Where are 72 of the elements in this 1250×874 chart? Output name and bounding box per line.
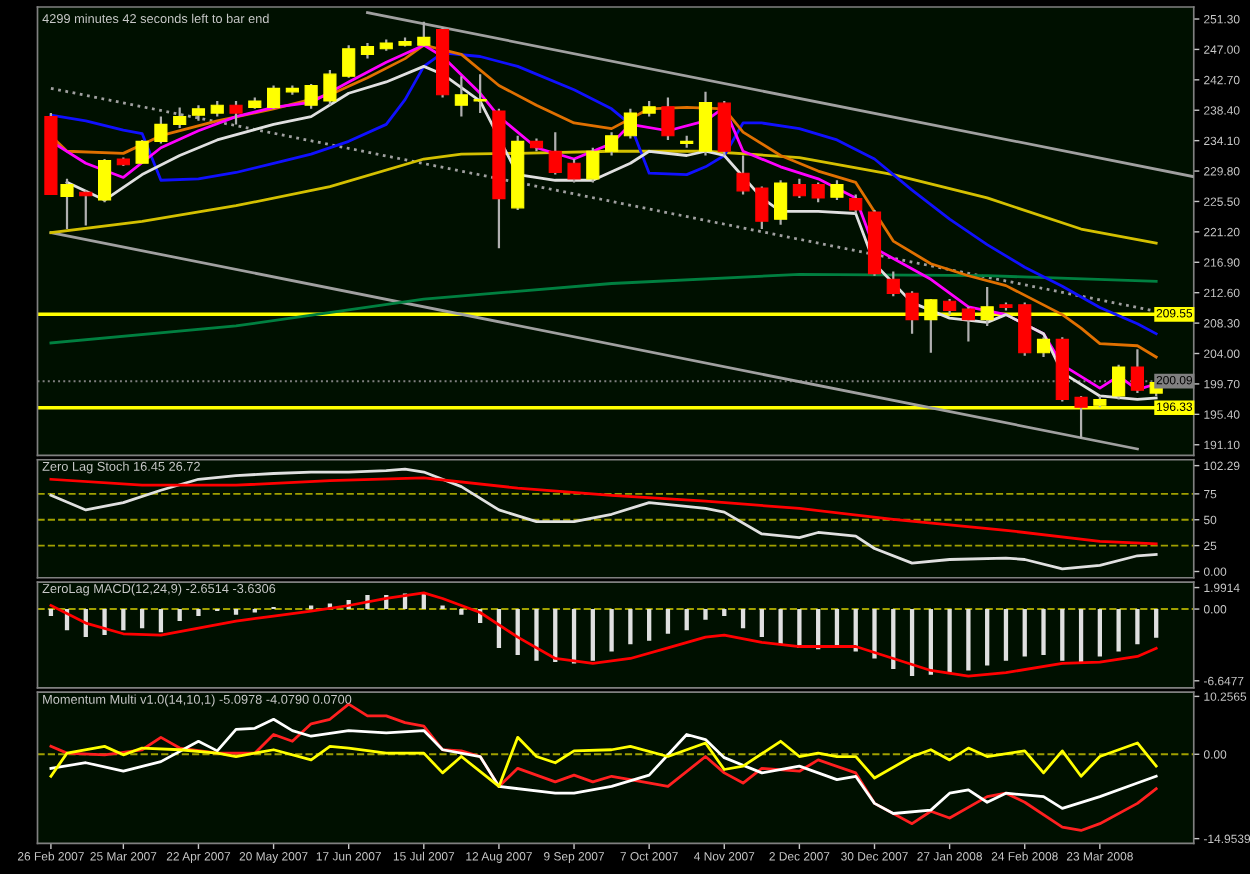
candlestick [623,107,637,140]
bar [665,609,671,634]
candlestick [548,131,562,176]
candlestick [454,75,468,118]
candlestick [736,154,750,196]
candlestick [1074,394,1088,440]
candlestick [304,82,318,110]
bar [459,609,464,615]
candlestick [605,131,619,157]
candlestick [661,96,675,142]
candlestick [961,305,975,343]
candlestick [97,157,112,204]
candlestick [811,181,825,204]
bar [966,609,971,671]
bar [947,609,952,673]
bar [872,609,877,659]
bar [684,609,689,631]
candlestick [886,270,900,298]
bar [1135,609,1140,645]
candlestick [60,177,74,231]
bar [1097,609,1102,657]
bar [1022,609,1027,657]
candlestick [417,20,431,48]
bar [1003,609,1009,661]
candlestick [342,44,356,79]
candlestick [266,84,281,110]
candlestick [830,179,844,202]
candlestick [755,185,769,231]
bar [233,609,239,615]
candlestick [1112,363,1126,401]
candlestick [229,99,243,126]
bar [534,609,539,661]
bar [778,609,783,645]
bar [1041,609,1046,656]
bar [928,609,933,675]
candlestick [1130,348,1145,395]
candlestick [792,177,806,200]
bar [1154,609,1159,638]
bar [797,609,802,648]
bar [196,609,201,617]
bar [609,609,614,652]
candlestick [774,179,788,226]
candlestick [154,115,168,145]
bar [1078,609,1084,663]
line-series [49,735,1158,788]
bar [158,609,164,633]
candlestick [173,106,187,130]
bar [759,609,764,638]
bar [703,609,708,620]
bar [48,609,54,617]
line-series [49,272,1158,345]
bar [985,609,990,666]
bar [740,609,746,629]
candlestick [135,138,149,165]
candlestick [905,290,919,335]
candlestick [567,157,581,184]
bar [647,609,652,641]
bar [1060,609,1065,661]
candlestick [849,193,863,215]
bar [722,609,727,617]
line-series [49,476,1158,546]
bar [121,609,126,631]
bar [590,609,595,661]
candlestick [473,73,487,115]
bar [177,609,182,622]
candlestick [586,146,600,184]
candlestick [323,68,337,107]
bar [628,609,633,645]
candlestick [1036,336,1051,359]
line-series [49,717,1158,815]
bar [1116,609,1121,652]
bar [139,609,145,629]
